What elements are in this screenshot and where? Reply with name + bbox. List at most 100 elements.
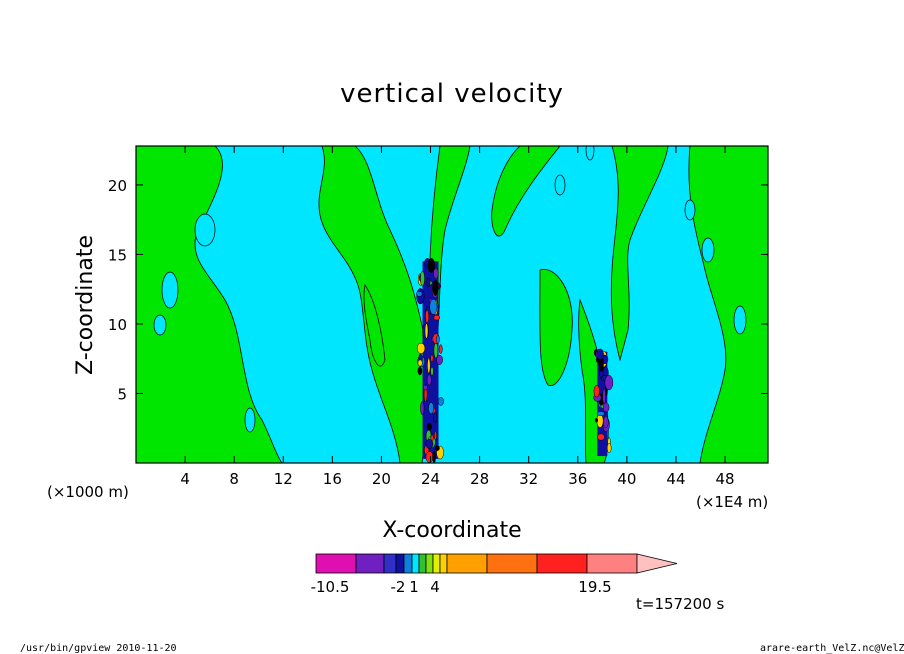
negative-pocket — [733, 305, 747, 335]
core-cell — [425, 309, 430, 324]
colorbar-segment — [425, 553, 434, 574]
x-tick-label: 16 — [323, 470, 342, 488]
core-cell — [602, 388, 606, 404]
core-cell — [433, 342, 439, 359]
core-cell — [425, 451, 434, 463]
x-tick-label: 20 — [372, 470, 391, 488]
x-tick-label: 48 — [716, 470, 735, 488]
y-tick-label: 10 — [108, 316, 127, 334]
y-tick-label: 5 — [117, 385, 127, 403]
footer-left: /usr/bin/gpview 2010-11-20 — [20, 643, 177, 654]
core-cell — [436, 354, 443, 365]
core-cell — [596, 411, 605, 416]
negative-pocket — [161, 271, 179, 309]
negative-pocket — [194, 213, 216, 247]
updraft-cores — [416, 257, 614, 463]
core-cell — [602, 402, 610, 413]
y-tick-label: 20 — [108, 177, 127, 195]
colorbar-segment — [403, 553, 413, 574]
colorbar-segment — [411, 553, 420, 574]
core-cell — [593, 384, 600, 398]
core-cell — [426, 423, 432, 431]
x-tick-label: 8 — [229, 470, 239, 488]
x-axis: 4 8 12 16 20 24 28 32 36 40 44 48 — [180, 146, 735, 488]
core-cell — [417, 359, 423, 367]
negative-pocket — [684, 199, 696, 221]
colorbar-label: -10.5 — [311, 578, 350, 596]
core-cell — [433, 314, 441, 321]
colorbar-segment — [586, 553, 638, 574]
colorbar-segment — [355, 553, 385, 574]
core-cell — [427, 358, 431, 374]
x-tick-label: 36 — [568, 470, 587, 488]
negative-pocket — [701, 237, 715, 263]
colorbar-segment — [315, 553, 357, 574]
core-cell — [594, 417, 599, 423]
y-tick-label: 15 — [108, 246, 127, 264]
colorbar-segment — [536, 553, 588, 574]
core-cell — [604, 374, 614, 391]
positive-region — [363, 283, 386, 367]
core-cell — [597, 433, 605, 441]
core-cell — [432, 450, 436, 463]
negative-pocket — [554, 174, 566, 196]
x-tick-label: 32 — [519, 470, 538, 488]
core-cell — [430, 366, 434, 376]
chart-title: vertical velocity — [340, 79, 564, 109]
core-cell — [437, 397, 444, 406]
colorbar-segment — [486, 553, 538, 574]
y-axis-label: Z-coordinate — [73, 235, 98, 375]
core-cell — [425, 439, 434, 449]
core-cell — [433, 267, 439, 279]
plot-frame — [135, 145, 769, 464]
x-tick-label: 44 — [666, 470, 685, 488]
core-cell — [603, 415, 609, 429]
core-cell — [433, 411, 438, 424]
colorbar-segment — [395, 553, 405, 574]
core-cell — [430, 354, 434, 362]
colorbar-label: -2 — [391, 578, 406, 596]
colorbar-label: 4 — [430, 578, 440, 596]
core-cell — [424, 323, 429, 339]
negative-pocket — [244, 407, 256, 433]
colorbar-label: 1 — [409, 578, 419, 596]
core-cell — [420, 270, 425, 287]
x-unit-left: (×1000 m) — [47, 483, 129, 501]
plot-area — [136, 146, 768, 463]
core-cell — [416, 342, 426, 354]
core-cell — [606, 443, 612, 454]
core-cell — [426, 277, 431, 287]
colorbar-labels: -10.5 -2 1 4 19.5 — [311, 578, 612, 596]
y-axis: 5 10 15 20 — [108, 177, 768, 403]
core-cell — [436, 335, 440, 344]
core-cell — [598, 358, 604, 373]
x-tick-label: 40 — [617, 470, 636, 488]
core-cell — [596, 348, 604, 360]
core-cell — [432, 279, 439, 296]
x-tick-label: 24 — [421, 470, 440, 488]
colorbar-arrow — [636, 553, 678, 574]
colorbar-segment — [439, 553, 448, 574]
core-cell — [422, 384, 428, 391]
x-tick-label: 4 — [180, 470, 190, 488]
positive-region — [136, 146, 283, 463]
x-unit-right: (×1E4 m) — [696, 493, 768, 511]
negative-pocket — [585, 146, 595, 161]
x-tick-label: 28 — [470, 470, 489, 488]
core-cell — [426, 374, 432, 386]
colorbar-segment — [446, 553, 488, 574]
negative-pocket — [153, 314, 167, 336]
colorbar-label: 19.5 — [578, 578, 611, 596]
core-cell — [428, 402, 434, 415]
core-cell — [429, 298, 438, 315]
core-cell — [434, 445, 440, 451]
footer-right: arare-earth_VelZ.nc@VelZ — [760, 643, 904, 654]
core-cell — [427, 258, 436, 273]
positive-regions — [136, 146, 768, 463]
x-tick-label: 12 — [274, 470, 293, 488]
time-label: t=157200 s — [636, 595, 724, 613]
colorbar-segment — [383, 553, 397, 574]
positive-region — [539, 268, 573, 386]
positive-region — [491, 146, 561, 237]
